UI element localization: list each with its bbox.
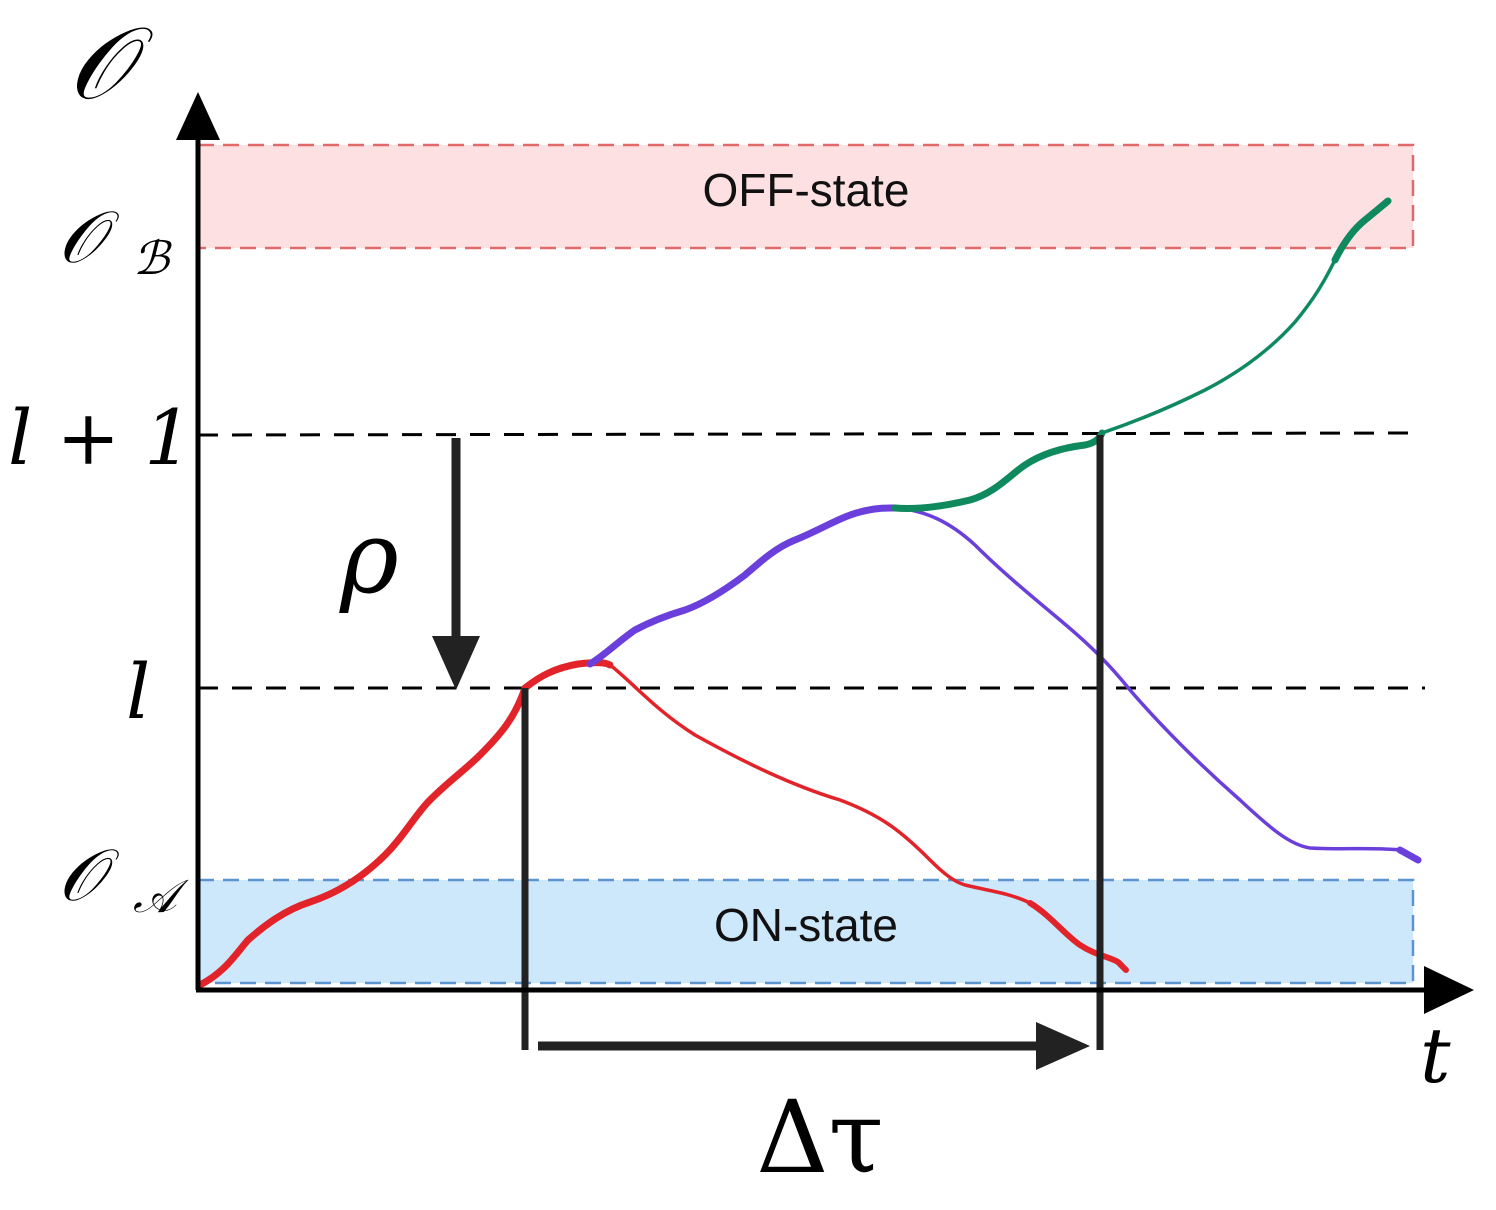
green-trajectory-top: [1331, 197, 1392, 264]
off-state-region: [198, 145, 1413, 248]
level-label-l: l: [126, 647, 150, 736]
on-state-label: ON-state: [714, 899, 898, 951]
x-axis-arrowhead: [1424, 966, 1474, 1014]
purple-trajectory-tail: [1396, 846, 1422, 864]
green-trajectory-thick: [891, 429, 1106, 512]
level-label-o-a: 𝒪: [58, 833, 120, 917]
rho-arrow-head: [432, 636, 480, 690]
level-label-o-b-subscript: ℬ: [133, 231, 172, 285]
level-label-o-b: 𝒪: [58, 195, 120, 279]
red-trajectory-tail: [1027, 900, 1129, 973]
interface-line-l-plus-1: [197, 431, 1421, 437]
red-trajectory-rise: [196, 659, 614, 989]
purple-trajectory-rise: [586, 504, 899, 668]
delta-tau-label: Δτ: [756, 1079, 884, 1196]
y-axis-arrowhead: [176, 92, 220, 140]
x-axis-label: t: [1420, 1011, 1451, 1100]
green-trajectory-thin: [1100, 258, 1337, 435]
delta-tau-arrow-head: [1036, 1022, 1090, 1070]
on-state-region: [198, 880, 1413, 983]
level-label-l-plus-1: l + 1: [8, 393, 193, 482]
rho-label: ρ: [339, 499, 399, 616]
level-label-o-a-subscript: 𝒜: [133, 869, 189, 923]
red-trajectory-fall: [608, 663, 1032, 905]
off-state-label: OFF-state: [702, 164, 909, 216]
y-axis-label: 𝒪: [68, 5, 154, 122]
purple-trajectory-fall: [893, 506, 1402, 852]
